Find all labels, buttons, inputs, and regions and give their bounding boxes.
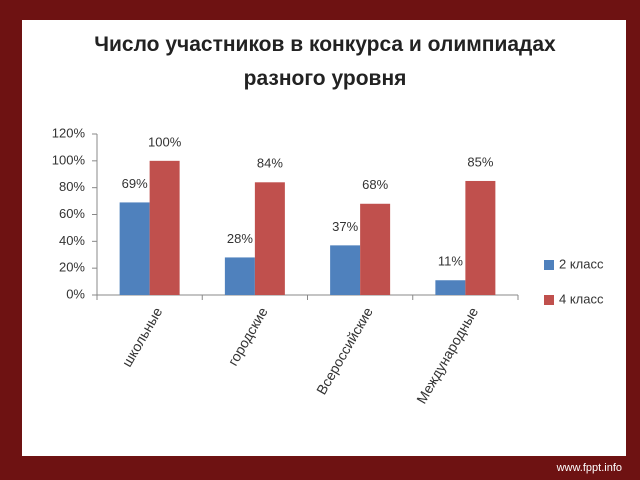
legend-label: 4 класс: [559, 291, 604, 306]
x-tick-label: Международные: [413, 304, 481, 406]
legend-swatch: [544, 295, 554, 305]
y-tick-label: 40%: [59, 233, 85, 248]
y-tick-label: 20%: [59, 260, 85, 275]
legend-label: 2 класс: [559, 256, 604, 271]
bar: [254, 182, 285, 295]
footer: www.fppt.info: [556, 462, 622, 474]
bar: [119, 202, 150, 295]
y-tick-label: 0%: [66, 286, 85, 301]
bar: [435, 280, 466, 295]
bar: [360, 203, 391, 295]
value-label: 28%: [227, 231, 253, 246]
chart-title: Число участников в конкурса и олимпиадах…: [94, 33, 556, 90]
value-label: 37%: [332, 219, 358, 234]
value-label: 100%: [148, 134, 182, 149]
value-label: 11%: [438, 254, 463, 269]
bar: [149, 160, 180, 295]
y-tick-label: 120%: [52, 125, 86, 140]
value-label: 84%: [257, 156, 283, 171]
y-tick-label: 100%: [52, 152, 86, 167]
x-tick-label: городские: [224, 304, 270, 368]
y-tick-label: 60%: [59, 206, 85, 221]
value-label: 69%: [122, 176, 148, 191]
y-tick-label: 80%: [59, 179, 85, 194]
legend-swatch: [544, 260, 554, 270]
x-tick-label: Всероссийские: [313, 304, 376, 397]
bar: [465, 180, 496, 295]
bar: [330, 245, 361, 295]
value-label: 68%: [362, 177, 388, 192]
bar: [224, 257, 255, 295]
value-label: 85%: [467, 154, 493, 169]
x-tick-label: школьные: [119, 304, 166, 369]
